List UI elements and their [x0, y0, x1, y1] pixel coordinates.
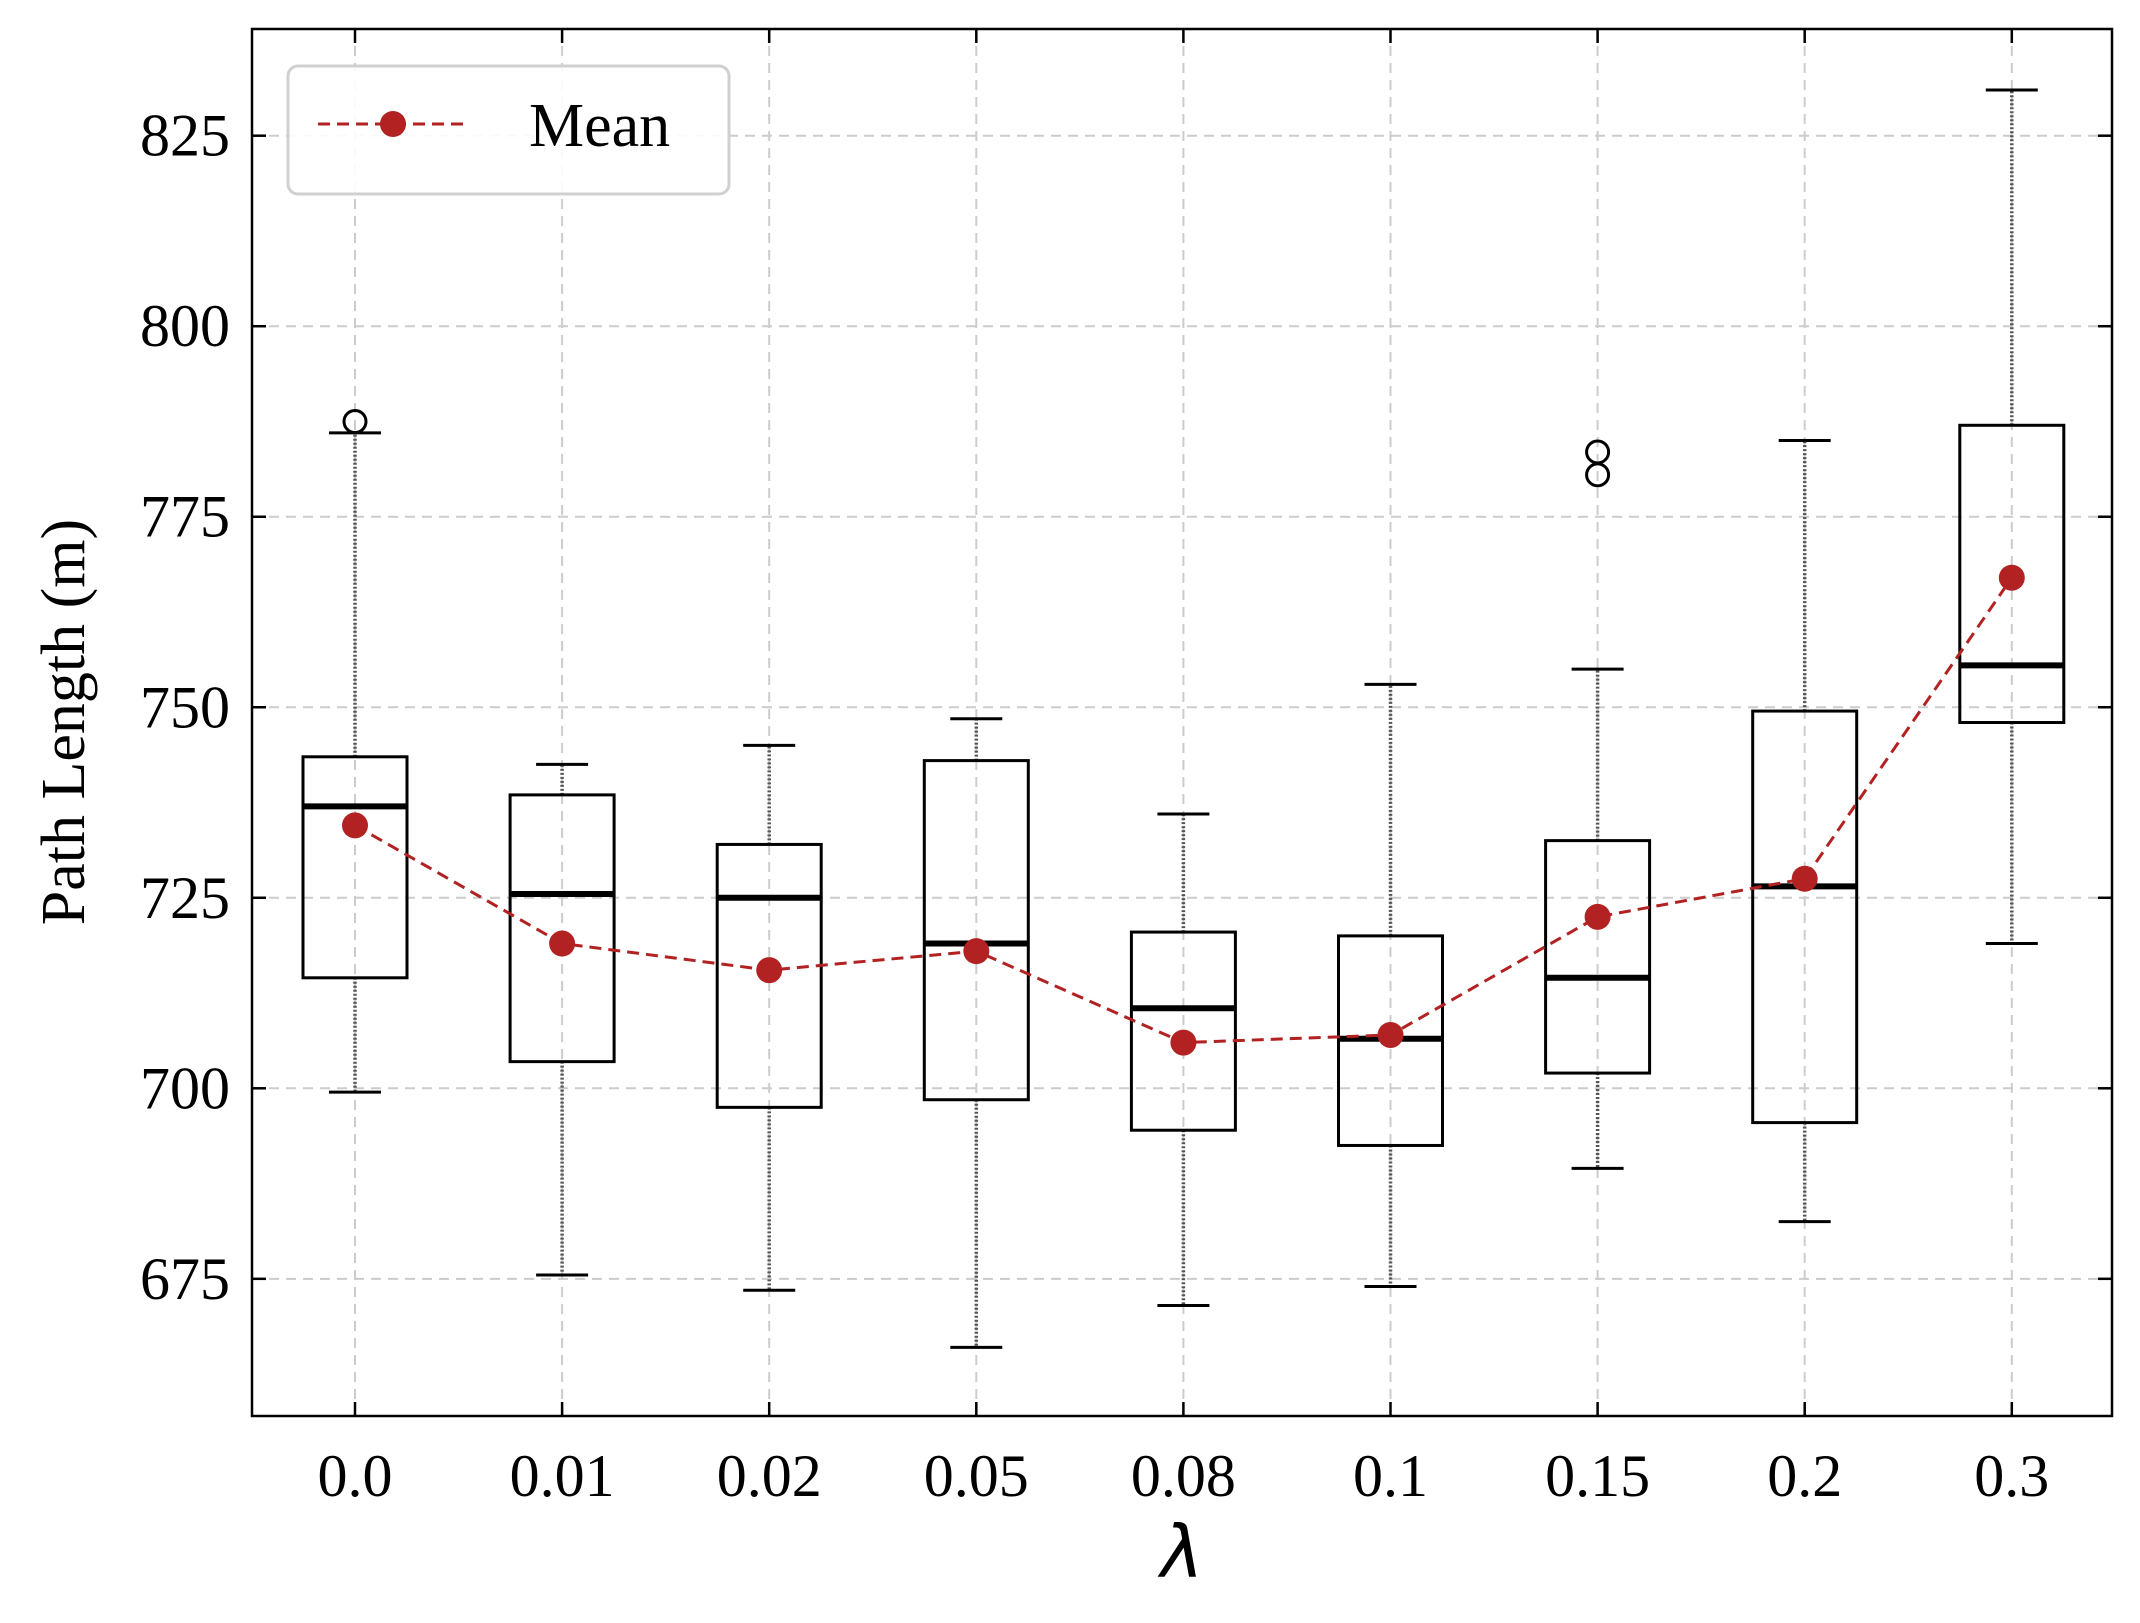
y-tick-label: 775 — [140, 484, 230, 550]
box-iqr — [301, 755, 409, 980]
legend: Mean — [286, 64, 731, 196]
x-tick-label: 0.02 — [717, 1443, 822, 1509]
x-tick-label: 0.2 — [1767, 1443, 1842, 1509]
legend-label-mean: Mean — [529, 92, 670, 160]
box-iqr — [1544, 839, 1652, 1075]
outlier-point — [1585, 462, 1611, 488]
box-iqr — [1751, 709, 1859, 1125]
x-axis-label: λ — [1157, 1510, 1204, 1594]
y-tick-label: 700 — [140, 1055, 230, 1121]
y-tick-label: 800 — [140, 293, 230, 359]
mean-point — [1584, 903, 1611, 930]
box-group — [301, 408, 409, 1094]
x-tick-label: 0.3 — [1974, 1443, 2049, 1509]
box-group — [1958, 88, 2066, 946]
legend-box — [286, 64, 731, 196]
label-layer: 675 700 725 750 775 800 825 0.0 0.01 0.02 0.05 0.08… — [140, 103, 2049, 1509]
mean-layer — [342, 564, 2025, 1056]
tick-layer — [252, 29, 2112, 1416]
plot-frame — [250, 27, 2114, 1418]
mean-point — [963, 938, 990, 965]
x-tick-label: 0.08 — [1131, 1443, 1236, 1509]
y-tick-label: 750 — [140, 674, 230, 740]
mean-point — [756, 957, 783, 984]
legend-marker — [380, 111, 406, 137]
box-group — [1129, 812, 1237, 1307]
mean-point — [1791, 865, 1818, 892]
box-group — [1544, 439, 1652, 1170]
box-group — [715, 743, 823, 1292]
mean-point — [1377, 1021, 1404, 1048]
box-group — [508, 762, 616, 1277]
y-axis-label: Path Length (m) — [30, 519, 98, 925]
box-iqr — [715, 842, 823, 1109]
mean-point — [1998, 564, 2025, 591]
box-iqr — [922, 759, 1030, 1102]
box-iqr — [1129, 930, 1237, 1132]
y-tick-label: 725 — [140, 865, 230, 931]
x-tick-label: 0.01 — [510, 1443, 615, 1509]
x-tick-label: 0.05 — [924, 1443, 1029, 1509]
box-iqr — [508, 793, 616, 1064]
x-tick-label: 0.0 — [318, 1443, 393, 1509]
y-tick-label: 675 — [140, 1246, 230, 1312]
mean-point — [342, 812, 368, 839]
mean-point — [1170, 1029, 1197, 1056]
y-tick-label: 825 — [140, 103, 230, 169]
mean-point — [549, 930, 576, 957]
x-tick-label: 0.1 — [1353, 1443, 1428, 1509]
box-iqr — [1958, 423, 2066, 724]
x-tick-label: 0.15 — [1545, 1443, 1650, 1509]
outlier-point — [342, 408, 368, 434]
